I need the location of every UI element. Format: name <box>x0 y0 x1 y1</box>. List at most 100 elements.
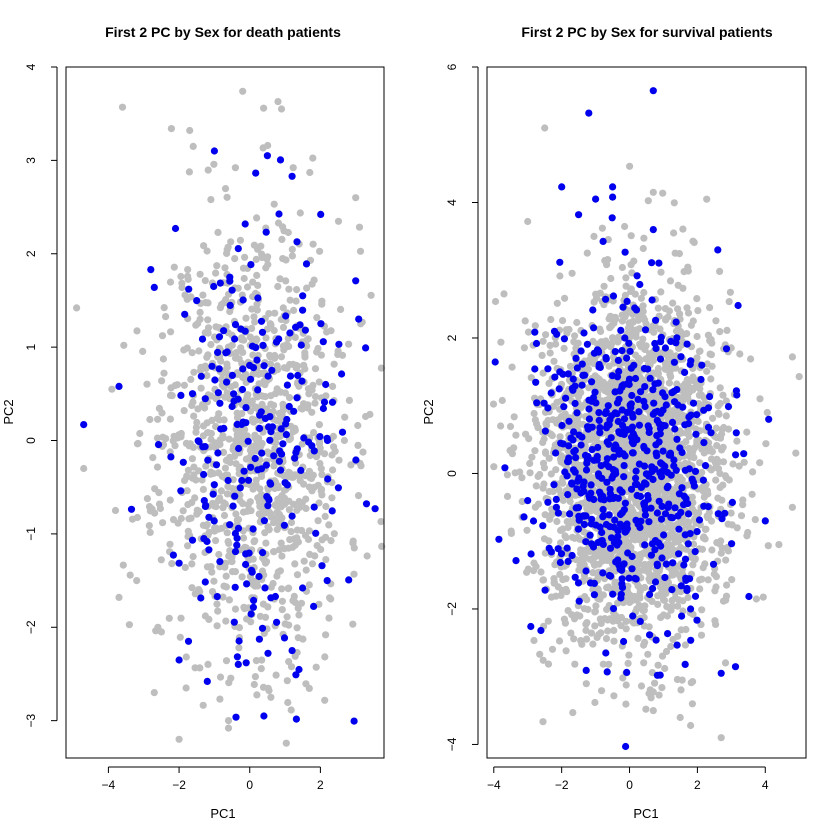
scatter-point <box>282 312 290 320</box>
scatter-point <box>246 333 254 341</box>
scatter-point <box>639 244 647 253</box>
scatter-point <box>763 408 771 417</box>
y-tick-label: 4 <box>24 63 38 70</box>
scatter-point <box>539 656 547 664</box>
scatter-point <box>570 428 578 436</box>
scatter-point <box>715 410 723 418</box>
scatter-point <box>223 378 231 386</box>
scatter-point <box>301 326 309 334</box>
scatter-point <box>259 600 267 608</box>
scatter-point <box>654 364 663 373</box>
scatter-point <box>201 612 209 620</box>
scatter-point <box>583 619 591 627</box>
scatter-point <box>795 373 803 381</box>
scatter-point <box>677 353 685 361</box>
scatter-point <box>701 525 710 534</box>
scatter-point <box>230 397 238 405</box>
scatter-point <box>187 293 195 301</box>
scatter-point <box>693 295 701 303</box>
scatter-point <box>534 472 542 480</box>
scatter-point <box>563 588 571 596</box>
scatter-point <box>280 521 288 529</box>
scatter-point <box>775 541 783 549</box>
scatter-point <box>680 561 688 569</box>
scatter-point <box>547 470 555 478</box>
scatter-point <box>573 318 581 327</box>
scatter-point <box>718 515 726 523</box>
scatter-point <box>299 584 307 592</box>
scatter-point <box>530 636 538 645</box>
scatter-point <box>169 551 177 559</box>
scatter-point <box>354 492 363 500</box>
scatter-point <box>262 558 271 566</box>
scatter-point <box>340 436 348 445</box>
scatter-point <box>673 435 681 443</box>
scatter-point <box>728 576 736 584</box>
scatter-point <box>305 438 313 446</box>
scatter-point <box>679 331 687 339</box>
scatter-point <box>618 311 626 319</box>
scatter-point <box>687 636 695 644</box>
scatter-point <box>550 357 558 365</box>
scatter-point <box>670 522 678 530</box>
scatter-point <box>641 541 649 549</box>
scatter-point <box>254 294 262 302</box>
scatter-point <box>562 575 570 583</box>
scatter-point <box>641 638 649 647</box>
scatter-point <box>291 598 299 607</box>
scatter-point <box>284 698 292 707</box>
scatter-point <box>310 429 318 437</box>
scatter-point <box>573 339 581 348</box>
scatter-point <box>722 412 730 420</box>
scatter-point <box>675 596 683 604</box>
scatter-point <box>593 633 601 642</box>
series-1 <box>491 87 773 751</box>
scatter-point <box>223 364 231 372</box>
scatter-point <box>319 404 327 413</box>
scatter-point <box>678 448 686 457</box>
scatter-point <box>664 361 672 369</box>
scatter-point <box>188 455 196 463</box>
scatter-point <box>701 560 709 568</box>
scatter-point <box>712 573 721 581</box>
scatter-point <box>594 573 602 582</box>
scatter-point <box>675 525 683 533</box>
scatter-point <box>291 560 299 568</box>
scatter-point <box>295 611 303 619</box>
scatter-point <box>653 562 662 570</box>
scatter-point <box>248 324 256 332</box>
scatter-point <box>667 337 675 345</box>
x-tick-label: 2 <box>317 778 324 792</box>
scatter-point <box>654 370 662 378</box>
scatter-point <box>721 509 729 517</box>
scatter-point <box>242 404 250 412</box>
scatter-point <box>208 568 216 576</box>
scatter-point <box>280 364 288 372</box>
series-0 <box>73 87 386 747</box>
scatter-point <box>238 385 247 394</box>
scatter-point <box>570 460 579 468</box>
scatter-point <box>621 534 629 542</box>
scatter-point <box>247 566 256 574</box>
scatter-point <box>695 516 704 524</box>
scatter-point <box>649 584 657 593</box>
scatter-point <box>616 565 624 573</box>
scatter-point <box>571 660 579 668</box>
scatter-point <box>644 422 652 430</box>
scatter-point <box>706 393 714 401</box>
scatter-point <box>580 605 589 613</box>
scatter-point <box>282 256 290 264</box>
scatter-point <box>540 535 549 543</box>
scatter-point <box>631 382 639 390</box>
scatter-point <box>591 550 599 559</box>
scatter-point <box>337 305 345 313</box>
scatter-point <box>765 415 773 423</box>
scatter-point <box>645 428 653 437</box>
scatter-point <box>788 353 797 361</box>
scatter-point <box>629 612 637 620</box>
scatter-point <box>635 601 643 610</box>
scatter-point <box>149 454 157 462</box>
scatter-point <box>308 280 316 288</box>
scatter-point <box>180 381 188 389</box>
scatter-point <box>146 415 154 424</box>
